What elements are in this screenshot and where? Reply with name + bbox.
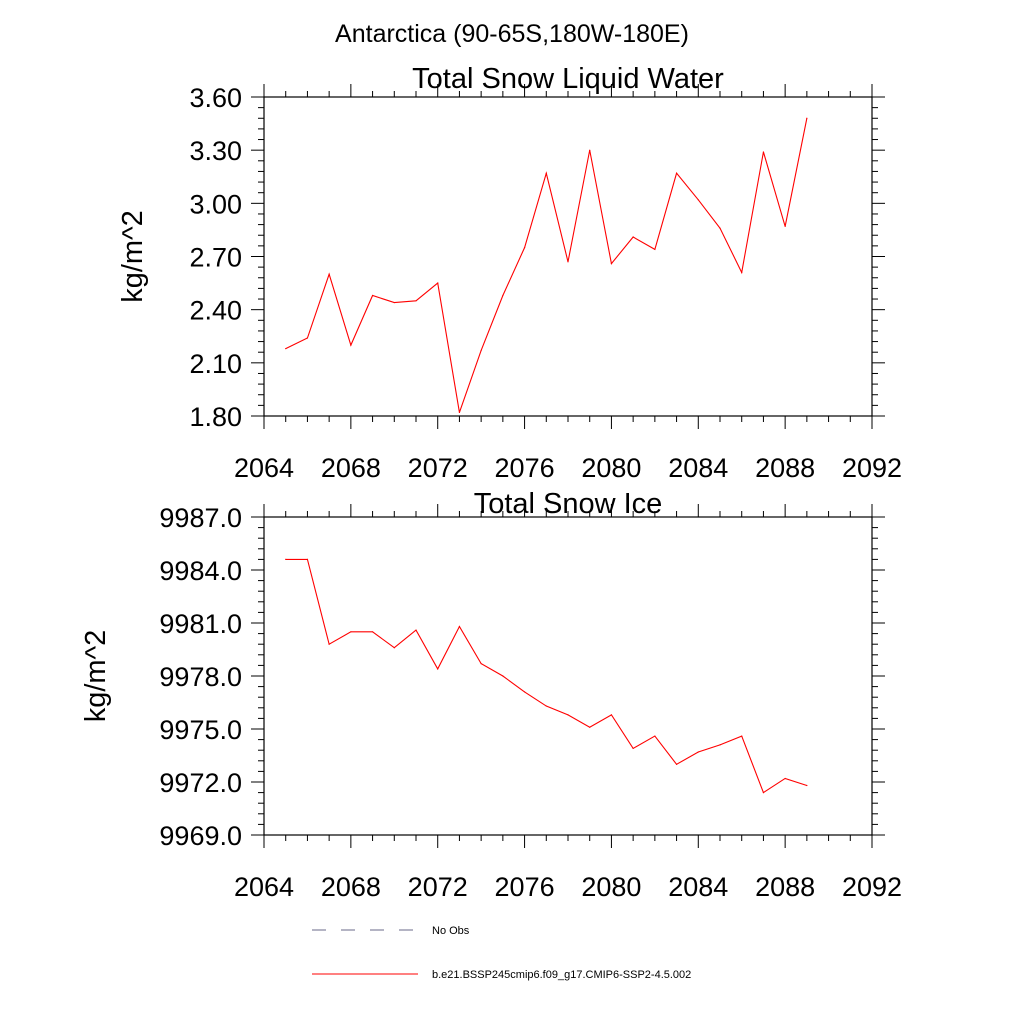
chart-2-xtick-label: 2092 [842,872,902,902]
chart-2-data-point [415,629,417,631]
chart-2-xtick-label: 2076 [495,872,555,902]
chart-1-ytick-label: 2.10 [189,349,242,379]
chart-2-data-point [285,558,287,561]
chart-1-data-point [393,301,395,304]
chart-2-data-point [675,763,678,765]
chart-2-ytick-label: 9978.0 [159,662,242,692]
legend-label-no-obs: No Obs [432,925,470,937]
chart-1-data-point [285,348,287,350]
chart-1-ytick-label: 3.30 [189,136,242,166]
chart-1-data-point [350,344,352,346]
chart-2-data-point [371,631,374,633]
chart-2-data-point [697,751,699,753]
chart-snow-liquid-water: Total Snow Liquid Water kg/m^2 2064 2068 207… [117,63,902,483]
chart-2-data-point [328,643,330,645]
chart-1-xtick-label: 2072 [408,453,468,483]
chart-2-data-point [762,792,765,794]
chart-2-ytick-label: 9969.0 [159,821,242,851]
chart-2-data-point [589,726,591,728]
chart-1-data-point [567,261,569,263]
chart-1-data-point [632,236,634,238]
chart-2-xtick-label: 2080 [581,872,641,902]
chart-2-xtick-label: 2064 [234,872,294,902]
chart-2-data-point [480,663,482,665]
chart-1-ytick-label: 2.40 [189,296,242,326]
chart-1-xtick-label: 2084 [668,453,728,483]
chart-1-xtick-label: 2068 [321,453,381,483]
chart-1-xtick-label: 2080 [581,453,641,483]
legend: No Obs b.e21.BSSP245cmip6.f09_g17.CMIP6-… [312,925,691,981]
chart-1-xtick-label: 2076 [495,453,555,483]
chart-2-data-point [719,744,721,746]
chart-2-xtick-label: 2072 [408,872,468,902]
chart-1-data-point [480,349,482,352]
chart-1-data-point [502,294,504,297]
chart-2-series-line [285,558,808,794]
chart-1-data-point [697,199,699,201]
chart-1-data-point [437,282,439,284]
chart-2-ytick-label: 9981.0 [159,609,242,639]
chart-1-data-point [675,172,678,174]
chart-2-data-point [458,625,461,628]
chart-2-data-point [784,777,786,780]
chart-1-data-point [654,248,656,251]
chart-2-data-point [610,714,613,716]
chart-2-plot-frame [263,516,873,836]
chart-2-ytick-label: 9972.0 [159,768,242,798]
chart-2-ylabel: kg/m^2 [80,630,112,723]
chart-2-data-point [350,631,352,633]
chart-2-data-point [567,714,569,716]
chart-1-data-point [610,262,613,265]
chart-1-data-point [415,300,417,302]
chart-1-ytick-label: 1.80 [189,402,242,432]
chart-2-ytick-label: 9987.0 [159,503,242,533]
chart-1-data-point [806,117,808,119]
chart-2-data-point [632,747,634,750]
chart-1-data-point [589,149,591,151]
chart-2-ytick-label: 9984.0 [159,556,242,586]
chart-2-data-point [523,691,526,693]
chart-1-ylabel: kg/m^2 [117,210,149,303]
legend-label-model-run: b.e21.BSSP245cmip6.f09_g17.CMIP6-SSP2-4.… [432,969,691,981]
chart-1-ytick-label: 2.70 [189,243,242,273]
chart-1-xtick-label: 2088 [755,453,815,483]
chart-1-data-point [741,271,743,274]
chart-2-data-point [654,735,656,737]
chart-2-xtick-label: 2088 [755,872,815,902]
chart-1-data-point [784,225,786,227]
chart-2-data-point [437,668,439,670]
chart-1-data-point [762,151,765,153]
chart-2-xtick-label: 2068 [321,872,381,902]
chart-2-data-point [741,735,743,737]
figure-suptitle: Antarctica (90-65S,180W-180E) [335,20,689,48]
chart-1-xtick-label: 2064 [234,453,294,483]
chart-1-data-point [328,273,330,275]
chart-2-data-point [306,558,309,561]
chart-2-xtick-label: 2084 [668,872,728,902]
chart-2-data-point [502,675,504,677]
chart-1-data-point [371,294,374,297]
chart-1-ytick-label: 3.60 [189,83,242,113]
chart-1-plot-frame [263,96,873,417]
chart-1-data-point [719,227,721,229]
chart-1-title: Total Snow Liquid Water [412,63,724,95]
chart-1-xtick-label: 2092 [842,453,902,483]
chart-1-data-point [306,337,309,339]
chart-2-data-point [806,784,808,787]
chart-1-series-line [285,118,808,413]
chart-1-data-point [545,172,547,174]
chart-2-data-point [393,647,395,649]
chart-1-data-point [458,411,461,414]
chart-1-ytick-label: 3.00 [189,189,242,219]
chart-2-data-point [545,705,547,707]
chart-1-data-point [523,247,526,249]
chart-2-ytick-label: 9975.0 [159,715,242,745]
